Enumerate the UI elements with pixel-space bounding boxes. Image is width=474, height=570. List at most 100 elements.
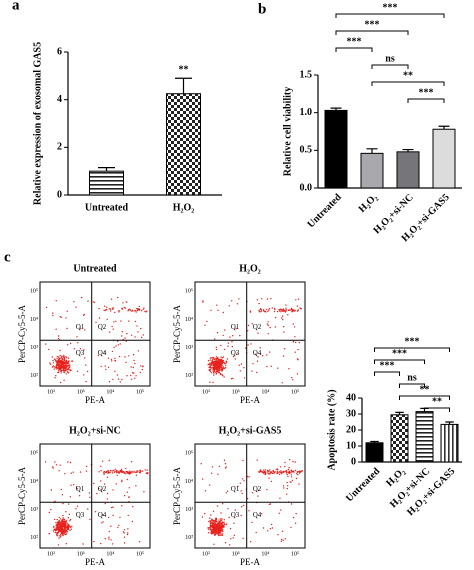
dot [297, 348, 299, 351]
error-bar [330, 107, 342, 111]
x-tick-label: H₂O₂ [173, 202, 195, 213]
x-tick-label: 10² [47, 389, 55, 395]
dot [296, 373, 299, 375]
significance: ns [407, 372, 417, 383]
dot [294, 461, 296, 463]
dot [232, 355, 235, 358]
y-tick-label: 10⁵ [185, 451, 193, 457]
dot [111, 350, 114, 353]
dot [242, 478, 244, 480]
dot [116, 340, 119, 342]
dot [239, 370, 241, 372]
dot [134, 377, 136, 379]
dot [119, 381, 122, 383]
dot [229, 544, 231, 546]
dot [59, 530, 61, 533]
dot [224, 463, 227, 465]
y-tick-label: 10² [30, 373, 38, 379]
quadrant-label: Q4 [253, 349, 262, 357]
dot [233, 534, 235, 536]
dot [57, 531, 59, 534]
dot [62, 362, 64, 364]
dot [286, 472, 288, 474]
dot [62, 369, 64, 372]
dot [257, 332, 259, 334]
dot [216, 524, 219, 526]
dot [301, 470, 303, 472]
dot [139, 469, 142, 472]
bracket [424, 407, 450, 412]
bar [390, 414, 409, 463]
dot [111, 543, 114, 545]
bracket [374, 371, 400, 376]
dot [236, 353, 238, 355]
dot [280, 311, 282, 313]
dot [248, 510, 250, 512]
dot [282, 539, 284, 541]
dot [269, 351, 271, 353]
dot [280, 509, 282, 511]
dot [57, 528, 60, 530]
dot [129, 308, 131, 310]
dot [118, 524, 120, 526]
dot [80, 296, 83, 299]
dot [232, 335, 234, 337]
dot [276, 310, 279, 313]
dot [221, 527, 224, 529]
dot [58, 357, 60, 359]
dot [110, 358, 113, 361]
dot [215, 531, 218, 533]
dot [98, 471, 100, 473]
dot [131, 372, 134, 374]
dot [218, 532, 220, 534]
dot [269, 528, 272, 530]
dot [48, 532, 50, 535]
quadrant-label: Q2 [253, 485, 262, 493]
dot [225, 366, 227, 369]
bracket [335, 30, 409, 35]
dot [70, 528, 73, 530]
dot [216, 369, 218, 371]
bar [89, 170, 124, 196]
dot [291, 476, 293, 478]
dot [214, 368, 216, 370]
bar [324, 109, 348, 189]
dot [251, 492, 254, 494]
y-axis-label: PerCP-Cy5-5-A [17, 305, 27, 363]
dot [58, 521, 60, 523]
dot [133, 471, 135, 474]
dot [285, 304, 287, 306]
y-tick-label: 10⁴ [30, 317, 38, 323]
dot [60, 316, 62, 318]
dot [280, 540, 282, 542]
significance: *** [383, 2, 398, 13]
dot [97, 487, 100, 490]
error-bar [402, 148, 414, 152]
x-tick-label: 10⁵ [136, 551, 144, 557]
dot [201, 516, 204, 518]
dot [130, 374, 132, 377]
dot [218, 519, 220, 521]
y-tick-label: 10³ [185, 345, 193, 351]
dot [242, 459, 244, 462]
dot [111, 325, 113, 328]
dot [114, 311, 116, 314]
bar [396, 151, 420, 189]
dot [214, 338, 216, 340]
dot [213, 543, 215, 545]
y-tick-label: 10⁴ [185, 317, 193, 323]
dot [113, 469, 115, 472]
dot [277, 534, 279, 536]
dot [250, 541, 252, 543]
dot [224, 329, 226, 331]
bracket [335, 13, 445, 18]
dot [144, 310, 146, 313]
dot [213, 357, 215, 359]
dot [105, 368, 107, 371]
dot [262, 527, 265, 529]
dot [108, 536, 110, 538]
dot [62, 363, 64, 366]
dot [63, 533, 65, 535]
dot [292, 323, 294, 325]
dot [271, 472, 274, 475]
